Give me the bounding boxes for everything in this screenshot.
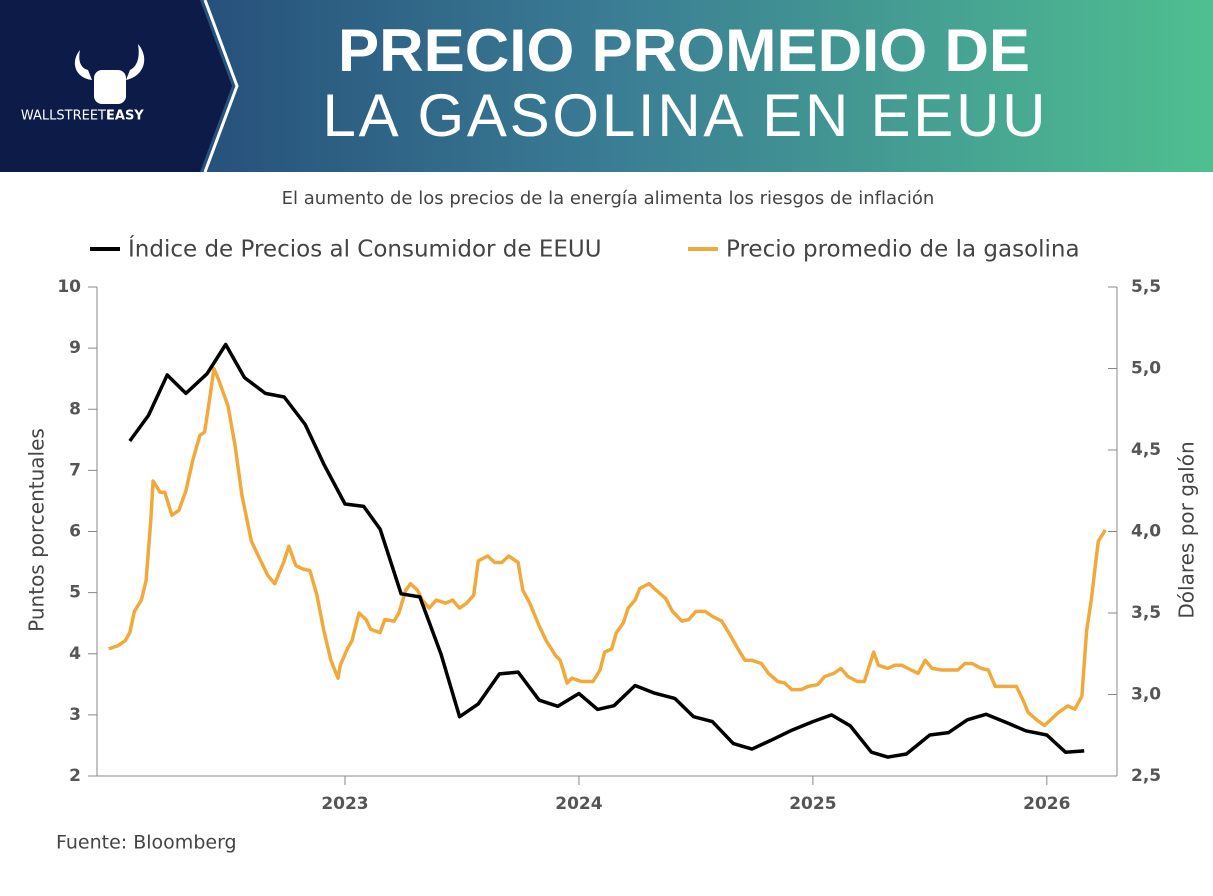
y2-tick-label: 3,0 <box>1131 685 1161 705</box>
y2-tick-label: 2,5 <box>1131 766 1161 786</box>
title-line: PRECIO PROMEDIO DE <box>338 17 1030 84</box>
y2-axis-label: Dólares por galón <box>1175 441 1199 618</box>
y-tick-label: 10 <box>57 277 81 297</box>
y-tick-label: 8 <box>69 399 81 419</box>
y-tick-label: 4 <box>69 644 81 664</box>
series-line <box>128 342 1085 759</box>
logo-icon <box>74 44 145 104</box>
x-tick-label: 2025 <box>789 794 836 814</box>
x-tick-label: 2026 <box>1023 794 1070 814</box>
x-tick-label: 2024 <box>555 794 602 814</box>
legend-label: Precio promedio de la gasolina <box>726 237 1080 263</box>
y-tick-label: 7 <box>69 460 81 480</box>
chevron <box>203 0 239 173</box>
y-tick-label: 3 <box>69 705 81 725</box>
y2-tick-label: 4,0 <box>1131 522 1161 542</box>
series-line <box>108 366 1107 728</box>
y2-tick-label: 4,5 <box>1131 440 1161 460</box>
y2-tick-label: 5,5 <box>1131 277 1161 297</box>
y-axis-label: Puntos porcentuales <box>25 428 49 632</box>
source: Fuente: Bloomberg <box>56 832 237 854</box>
y-tick-label: 2 <box>69 766 81 786</box>
legend-label: Índice de Precios al Consumidor de EEUU <box>128 235 602 263</box>
y2-tick-label: 5,0 <box>1131 359 1161 379</box>
y-tick-label: 5 <box>69 583 81 603</box>
x-tick-label: 2023 <box>321 794 368 814</box>
logo-text: WALLSTREET <box>21 109 106 124</box>
title-line: LA GASOLINA EN EEUU <box>323 82 1046 149</box>
logo-text: EASY <box>106 109 144 124</box>
y2-tick-label: 3,5 <box>1131 603 1161 623</box>
y-tick-label: 9 <box>69 338 81 358</box>
y-tick-label: 6 <box>69 522 81 542</box>
chart-subtitle: El aumento de los precios de la energía … <box>282 188 935 209</box>
